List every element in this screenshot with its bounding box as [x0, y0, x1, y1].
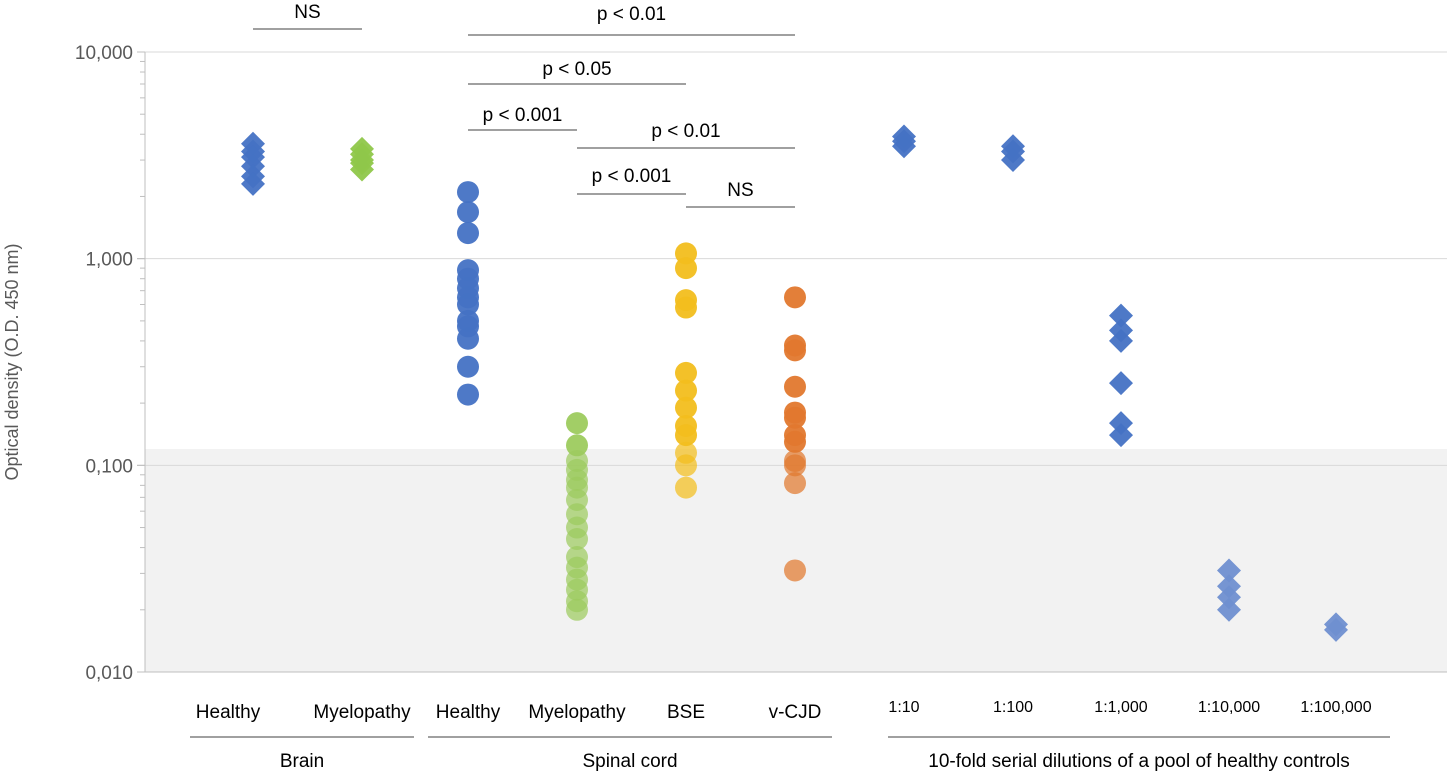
category-label: 1:100,000 [1300, 699, 1371, 716]
data-point [784, 375, 806, 398]
category-label: Healthy [436, 702, 501, 723]
group-label: Spinal cord [582, 751, 677, 772]
data-point [675, 361, 697, 384]
category-label: Myelopathy [313, 702, 411, 723]
data-point [566, 598, 588, 621]
data-point [784, 406, 806, 429]
data-point [1217, 558, 1241, 583]
data-point [675, 396, 697, 419]
significance-label: NS [294, 2, 320, 23]
data-point [1324, 617, 1348, 642]
data-point [457, 222, 479, 245]
category-label: Myelopathy [528, 702, 626, 723]
data-point [892, 134, 916, 159]
category-label: 1:100 [993, 699, 1033, 716]
data-point [457, 201, 479, 224]
data-point [675, 257, 697, 280]
category-label: Healthy [196, 702, 261, 723]
group-label: 10-fold serial dilutions of a pool of he… [928, 751, 1349, 772]
category-label: 1:1,000 [1094, 699, 1147, 716]
data-point [566, 434, 588, 457]
category-label: 1:10,000 [1198, 699, 1260, 716]
significance-label: NS [727, 180, 753, 201]
significance-label: p < 0.01 [651, 121, 720, 142]
data-point [784, 454, 806, 477]
y-tick-label: 10,000 [75, 43, 133, 64]
data-point [784, 472, 806, 495]
data-point [675, 476, 697, 499]
category-label: 1:10 [888, 699, 919, 716]
data-point [457, 383, 479, 406]
significance-label: p < 0.001 [483, 105, 563, 126]
category-label: BSE [667, 702, 705, 723]
data-point [241, 171, 265, 196]
data-point [784, 286, 806, 309]
data-point [457, 327, 479, 350]
significance-label: p < 0.01 [597, 4, 666, 25]
data-point [457, 293, 479, 316]
data-point [1109, 328, 1133, 353]
category-label: v-CJD [769, 702, 822, 723]
data-point [1217, 597, 1241, 622]
data-point [675, 454, 697, 477]
data-point [566, 528, 588, 551]
y-axis-title: Optical density (O.D. 450 nm) [2, 243, 22, 480]
group-label: Brain [280, 751, 324, 772]
data-point [675, 296, 697, 319]
significance-label: p < 0.05 [542, 59, 611, 80]
data-point [1109, 423, 1133, 448]
y-tick-label: 1,000 [85, 250, 133, 271]
y-tick-label: 0,100 [85, 456, 133, 477]
data-point [675, 379, 697, 402]
data-point [1217, 585, 1241, 610]
data-point [457, 181, 479, 204]
data-point [784, 430, 806, 453]
data-point [784, 559, 806, 582]
data-point [1001, 148, 1025, 173]
data-point [784, 339, 806, 362]
data-point [1109, 371, 1133, 396]
data-point [566, 412, 588, 435]
data-point [675, 424, 697, 447]
y-tick-label: 0,010 [85, 663, 133, 684]
significance-label: p < 0.001 [592, 166, 672, 187]
data-point [457, 355, 479, 378]
data-point [1109, 303, 1133, 328]
data-point [350, 157, 374, 182]
